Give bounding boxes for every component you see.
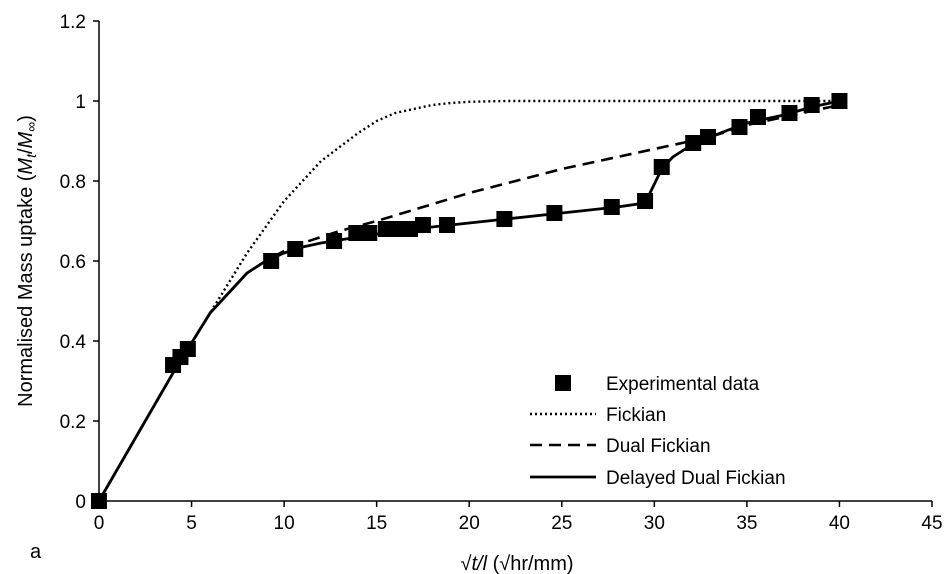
data-point	[361, 225, 378, 241]
y-tick-label: 0.2	[60, 412, 86, 433]
series-line-solid	[97, 99, 840, 502]
y-tick-label: 1.2	[60, 12, 86, 33]
x-tick-label: 0	[94, 513, 105, 534]
data-point	[287, 241, 304, 257]
data-point	[781, 105, 798, 121]
legend-label: Fickian	[606, 405, 666, 426]
panel-label: a	[30, 541, 42, 563]
legend-label: Delayed Dual Fickian	[606, 468, 786, 489]
series-line-dotted	[97, 99, 840, 502]
data-point	[377, 221, 394, 237]
data-point	[749, 109, 766, 125]
x-tick-label: 10	[274, 513, 295, 534]
x-tick-label: 30	[644, 513, 665, 534]
data-point	[653, 159, 670, 175]
data-point	[637, 193, 654, 209]
data-point	[831, 93, 848, 109]
data-point	[700, 129, 717, 145]
x-tick-label: 40	[829, 513, 850, 534]
x-tick-label: 20	[459, 513, 480, 534]
legend-label: Experimental data	[606, 374, 760, 395]
data-point	[603, 199, 620, 215]
x-tick-label: 15	[366, 513, 387, 534]
data-point	[546, 205, 563, 221]
x-tick-label: 25	[551, 513, 572, 534]
series-layer	[91, 93, 848, 509]
data-point	[496, 211, 513, 227]
data-point	[401, 221, 418, 237]
y-tick-label: 0.4	[60, 332, 87, 353]
axes-layer: 0 0.2 0.4 0.6 0.8 1 1.2 0 5 10 15 20 25 30 35 40 45	[60, 12, 943, 534]
data-point	[179, 341, 196, 357]
y-axis-title: Normalised Mass uptake (Mt/M∞)	[15, 115, 39, 407]
data-point	[803, 97, 820, 113]
x-tick-label: 35	[736, 513, 757, 534]
data-point	[348, 225, 365, 241]
x-tick-label: 45	[921, 513, 942, 534]
y-tick-label: 0.6	[60, 252, 86, 273]
y-tick-label: 1	[75, 92, 86, 113]
data-point	[326, 233, 343, 249]
legend-label: Dual Fickian	[606, 436, 711, 457]
data-point	[414, 217, 431, 233]
y-tick-label: 0.8	[60, 172, 86, 193]
legend-marker-square	[555, 375, 571, 391]
data-point	[731, 119, 748, 135]
legend: Experimental data Fickian Dual Fickian Dela…	[530, 374, 786, 489]
data-point	[439, 217, 456, 233]
data-point	[685, 135, 702, 151]
x-axis-title: √t/l (√hr/mm)	[460, 553, 573, 574]
data-point	[263, 253, 280, 269]
data-point	[91, 493, 107, 509]
y-tick-label: 0	[75, 492, 86, 513]
series-line-dashed	[97, 103, 840, 502]
x-tick-label: 5	[186, 513, 197, 534]
